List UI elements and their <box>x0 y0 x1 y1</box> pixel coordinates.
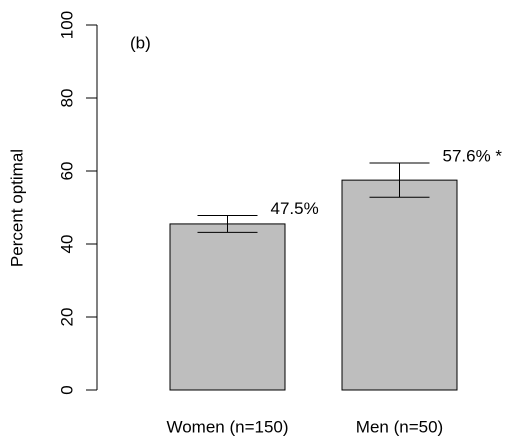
y-axis-label: Percent optimal <box>7 149 26 267</box>
annotation: 47.5% <box>271 199 319 218</box>
x-tick-label: Women (n=150) <box>166 417 288 436</box>
y-tick-label: 20 <box>57 308 76 327</box>
y-tick-label: 60 <box>57 162 76 181</box>
panel-label: (b) <box>130 33 151 52</box>
bar <box>169 223 286 391</box>
bar <box>341 179 458 391</box>
annotation: 57.6% * <box>443 146 503 165</box>
y-tick-label: 80 <box>57 89 76 108</box>
y-tick-label: 40 <box>57 235 76 254</box>
y-tick-label: 0 <box>57 385 76 394</box>
x-tick-label: Men (n=50) <box>356 417 443 436</box>
y-tick-label: 100 <box>57 11 76 39</box>
